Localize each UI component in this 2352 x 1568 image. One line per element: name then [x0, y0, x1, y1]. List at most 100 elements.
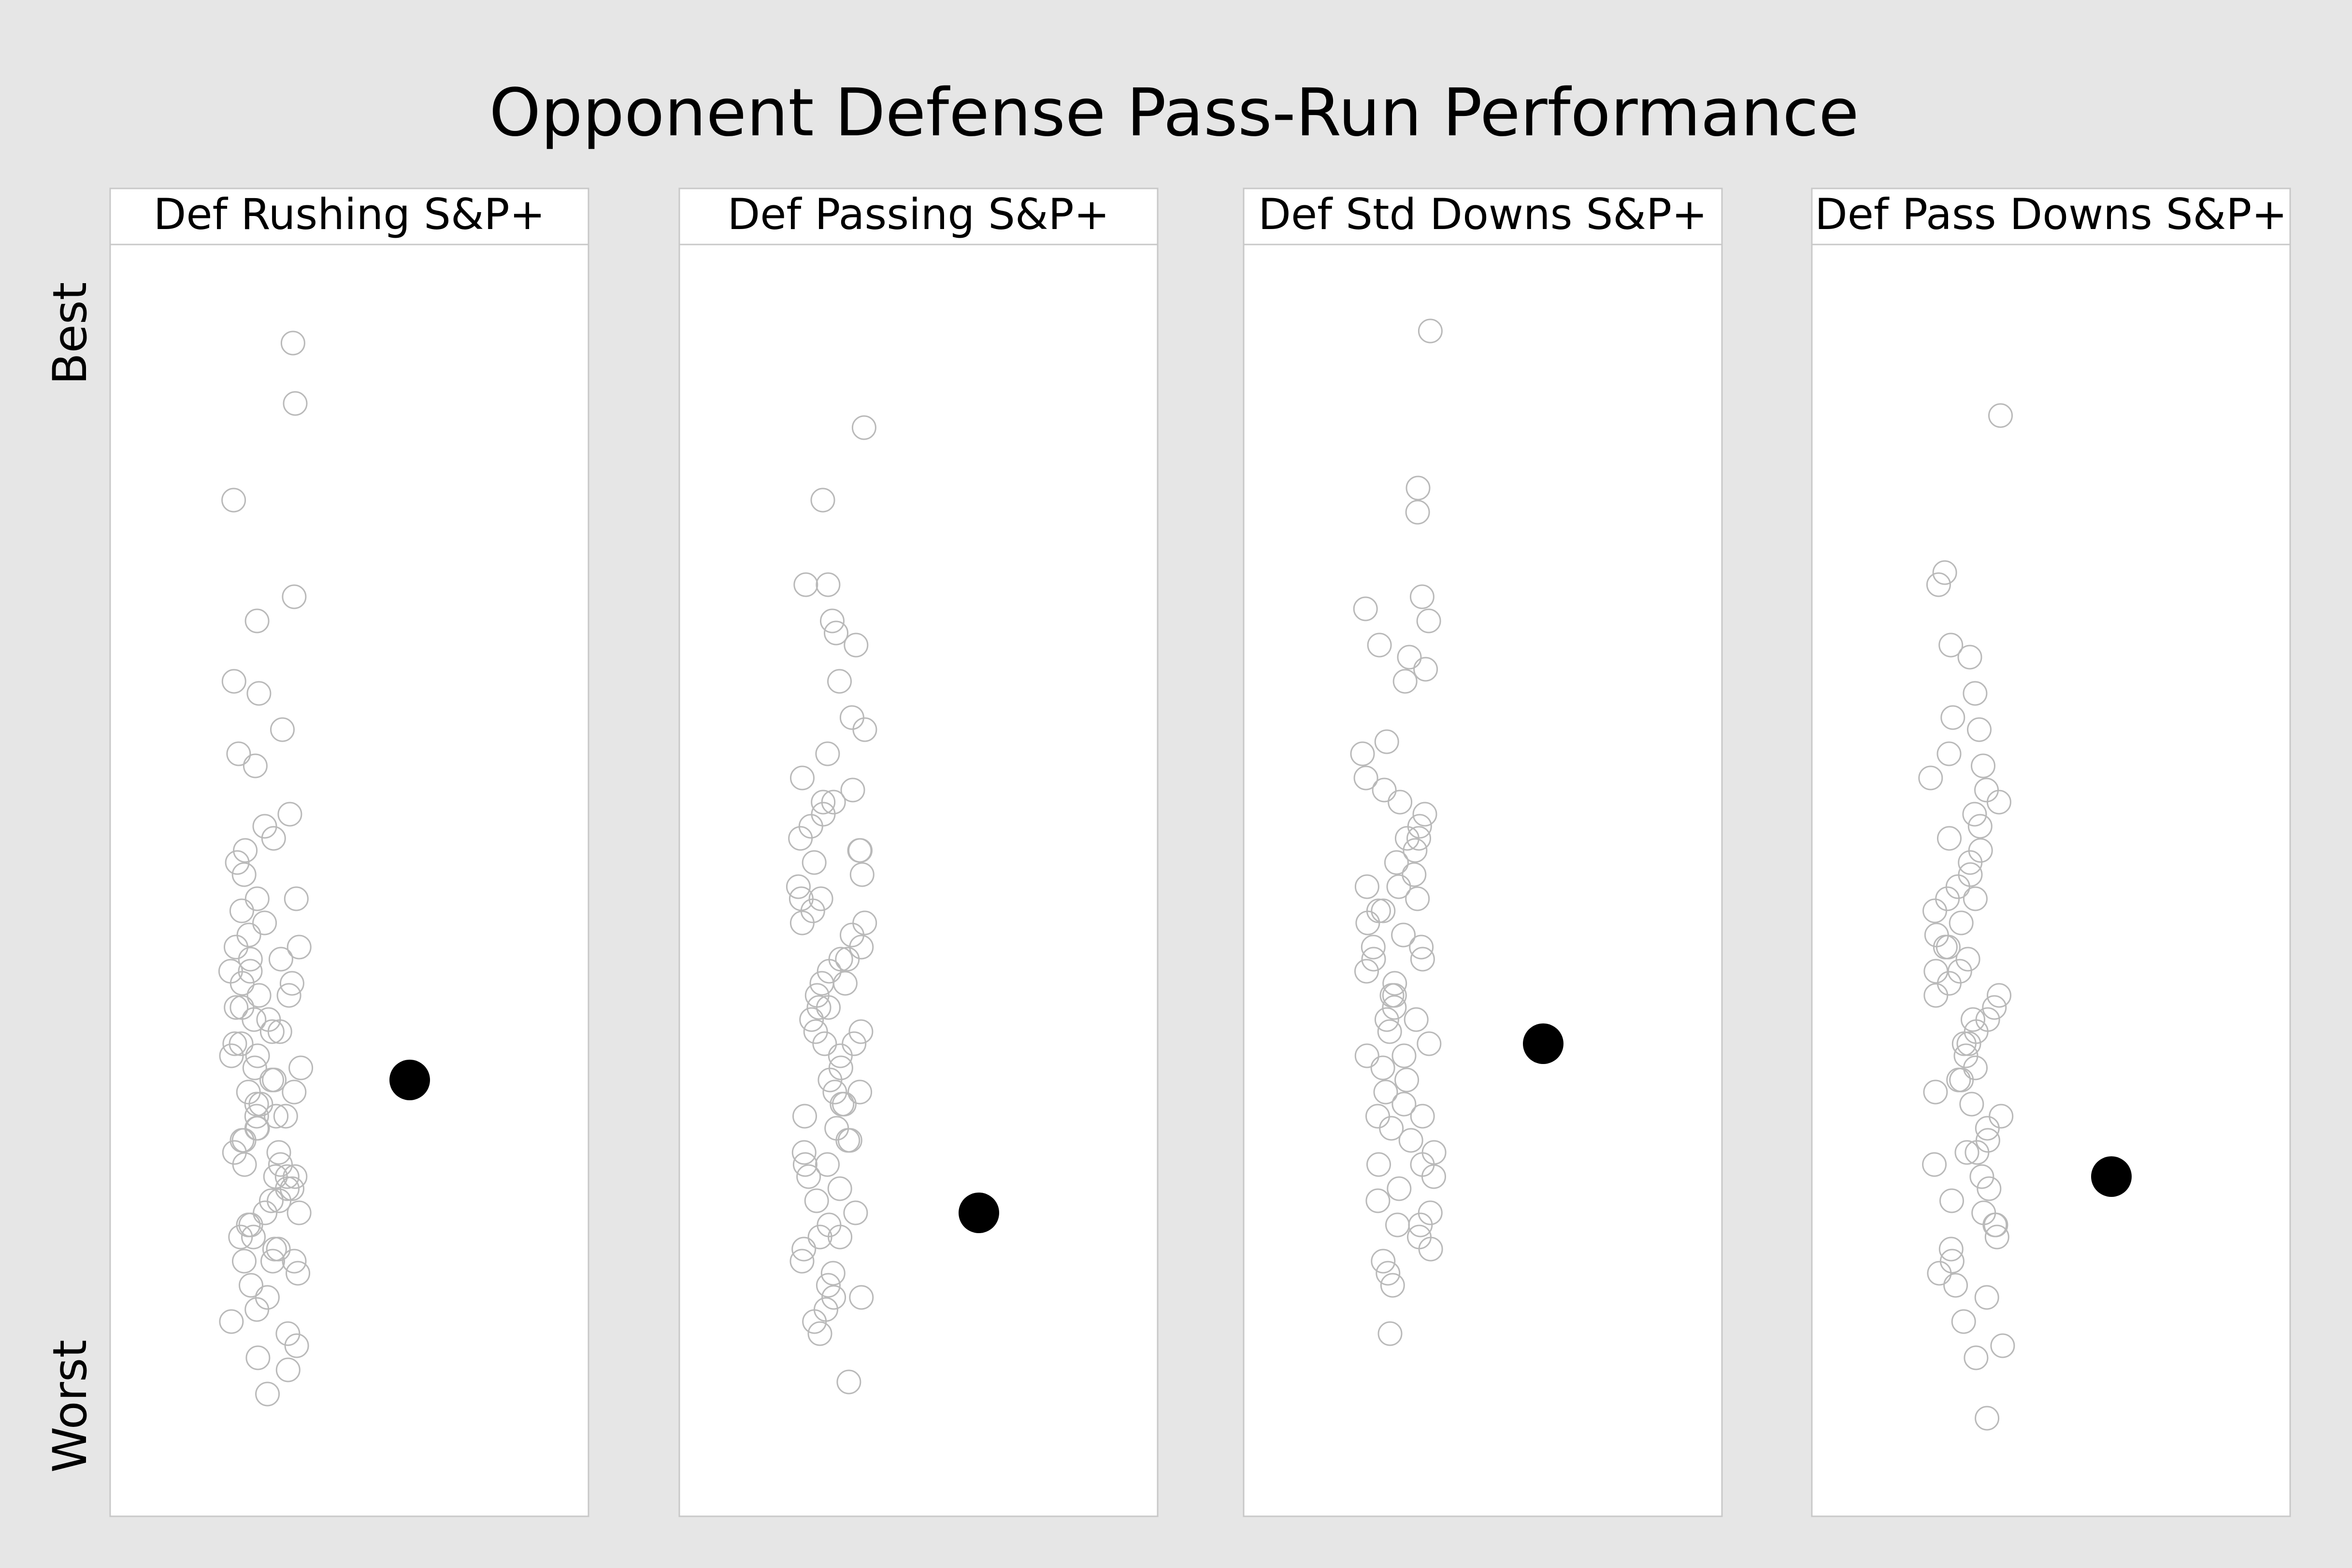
team-point: [1988, 403, 2013, 428]
team-point: [1987, 983, 2011, 1008]
team-point: [793, 572, 818, 597]
team-point: [1959, 1092, 1984, 1117]
team-point: [1974, 1285, 1999, 1310]
team-point: [1961, 1007, 1985, 1032]
team-point: [1951, 1031, 1977, 1056]
team-point: [1943, 1273, 1968, 1298]
team-point: [231, 862, 257, 887]
team-point: [1954, 1140, 1979, 1165]
team-point: [820, 608, 845, 633]
team-point: [817, 1067, 843, 1093]
team-point: [245, 1043, 270, 1068]
team-point: [246, 681, 272, 706]
team-point: [827, 1176, 852, 1201]
team-point: [1385, 1212, 1410, 1237]
panel-background: [109, 187, 589, 1517]
team-point: [1409, 584, 1434, 609]
team-point: [1361, 947, 1386, 972]
team-point: [1926, 572, 1951, 597]
team-point: [221, 669, 246, 694]
team-point: [1956, 1031, 1981, 1056]
team-point: [225, 850, 250, 875]
team-point: [253, 1200, 278, 1225]
team-point: [232, 1249, 257, 1274]
team-point: [1384, 850, 1409, 875]
team-point: [283, 391, 308, 416]
team-point: [840, 777, 865, 803]
team-point: [1958, 850, 1983, 875]
team-point: [844, 633, 869, 658]
team-point: [1967, 814, 1993, 839]
team-point: [1949, 910, 1974, 935]
team-point: [1955, 947, 1980, 972]
team-point: [796, 1164, 821, 1189]
team-point: [1353, 596, 1378, 621]
team-point: [1982, 995, 2007, 1020]
team-point: [1927, 1261, 1952, 1286]
team-point: [1365, 1188, 1391, 1213]
team-point: [1382, 971, 1407, 996]
team-point: [232, 1152, 257, 1177]
panel: Def Rushing S&P+: [109, 187, 589, 1517]
team-point: [242, 1055, 267, 1080]
panels-group: Def Rushing S&P+ Def Passing S&P+ Def Std …: [109, 187, 2291, 1517]
team-point: [229, 1128, 255, 1153]
team-point: [849, 862, 875, 887]
team-point: [1371, 898, 1396, 923]
team-point: [1922, 1152, 1947, 1177]
team-point: [259, 1019, 285, 1044]
team-point: [802, 850, 827, 875]
team-point: [1983, 1212, 2008, 1237]
team-point: [1990, 1333, 2015, 1358]
team-point: [832, 1092, 857, 1117]
team-point: [1918, 765, 1943, 791]
team-point: [1403, 838, 1428, 863]
team-point: [1366, 1152, 1391, 1177]
team-point: [1371, 1249, 1396, 1274]
team-point: [1354, 874, 1379, 899]
panel-label: Def Std Downs S&P+: [1258, 189, 1707, 239]
team-point: [244, 608, 270, 633]
team-point: [284, 1333, 309, 1358]
team-point: [791, 1140, 817, 1165]
team-point: [1410, 1152, 1435, 1177]
team-point: [266, 1237, 291, 1262]
team-point: [806, 995, 832, 1020]
y-label-worst: Worst: [43, 1339, 97, 1472]
chart-title: Opponent Defense Pass-Run Performance: [489, 75, 1859, 151]
team-point: [1353, 765, 1378, 791]
team-point: [1971, 753, 1995, 778]
team-point: [287, 935, 312, 960]
team-point: [807, 1224, 832, 1250]
team-point: [245, 1345, 271, 1370]
team-point: [244, 886, 270, 911]
team-point: [1388, 790, 1413, 815]
team-point: [1963, 886, 1988, 911]
team-point: [1361, 935, 1386, 960]
team-point: [1391, 1043, 1417, 1068]
team-point: [279, 971, 304, 996]
team-point: [1938, 633, 1964, 658]
team-point: [791, 1237, 817, 1262]
team-point: [1355, 910, 1380, 935]
team-point: [277, 802, 302, 827]
team-point: [1402, 862, 1427, 887]
team-point: [1957, 645, 1982, 670]
team-point: [282, 1249, 307, 1274]
team-point: [804, 1188, 829, 1213]
team-point: [1964, 1345, 1989, 1370]
team-point: [270, 717, 295, 742]
team-point: [1365, 1104, 1390, 1129]
team-point: [1949, 1067, 1974, 1093]
team-point: [222, 1031, 247, 1056]
team-point: [837, 1128, 862, 1153]
team-point: [1405, 475, 1431, 501]
team-point: [284, 886, 309, 911]
team-point: [1406, 826, 1431, 851]
team-point: [849, 1285, 874, 1310]
team-point: [1409, 935, 1434, 960]
panel-background: [1243, 187, 1723, 1517]
team-point: [852, 910, 877, 935]
team-point: [276, 983, 301, 1008]
